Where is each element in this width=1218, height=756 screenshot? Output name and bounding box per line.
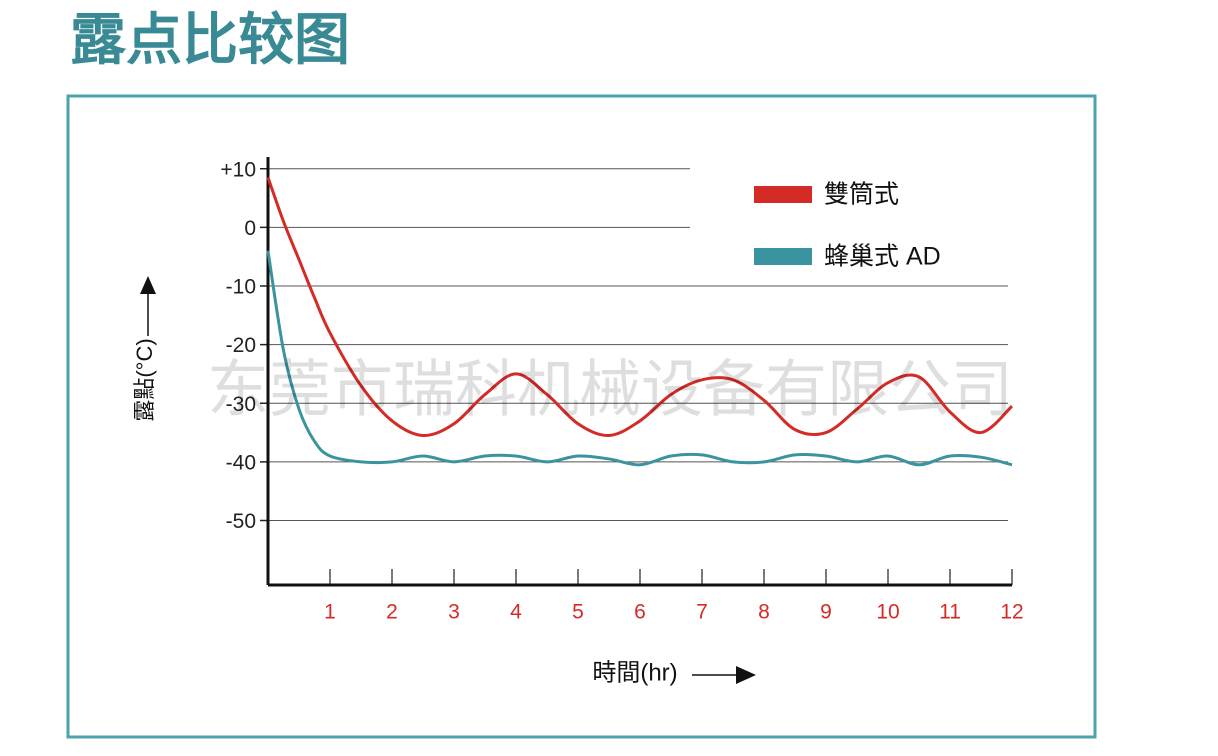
y-tick-label: -10 xyxy=(226,276,256,299)
plot: +100-10-20-30-40-501 2 3 4 5 6 7 8 9 10 11 12雙筒式蜂巢式… xyxy=(220,157,1024,624)
x-tick-label: 4 xyxy=(510,601,522,624)
y-tick-label: 0 xyxy=(244,217,256,240)
x-tick-label: 5 xyxy=(572,601,584,624)
x-tick-label: 6 xyxy=(634,601,646,624)
legend-label: 蜂巢式 AD xyxy=(824,243,941,271)
watermark: 东莞市瑞科机械设备有限公司 xyxy=(207,355,1013,424)
y-tick-label: -50 xyxy=(226,510,256,533)
legend-label: 雙筒式 xyxy=(824,181,899,209)
x-axis-label: 時間(hr) xyxy=(592,659,677,686)
y-tick-label: -20 xyxy=(226,334,256,357)
chart-title: 露点比较图 xyxy=(70,8,350,71)
x-tick-label: 9 xyxy=(820,601,832,624)
x-tick-label: 3 xyxy=(448,601,460,624)
x-tick-label: 11 xyxy=(939,601,961,624)
legend-background xyxy=(690,160,1008,278)
series-line xyxy=(266,177,1014,437)
x-tick-label: 8 xyxy=(758,601,770,624)
y-tick-label: -40 xyxy=(226,451,256,474)
x-tick-label: 1 xyxy=(324,601,336,624)
x-tick-label: 2 xyxy=(386,601,398,624)
legend-swatch xyxy=(754,186,812,203)
y-arrow-head xyxy=(140,276,156,294)
x-arrow-head xyxy=(736,666,756,684)
legend-swatch xyxy=(754,248,812,265)
y-tick-label: +10 xyxy=(220,158,256,181)
x-tick-label: 10 xyxy=(876,601,899,624)
x-tick-label: 7 xyxy=(696,601,708,624)
y-axis-label: 露點(°C) xyxy=(132,338,157,421)
frame xyxy=(66,94,1097,739)
y-tick-label: -30 xyxy=(226,393,256,416)
x-tick-label: 12 xyxy=(1000,601,1023,624)
series-line xyxy=(266,250,1013,467)
